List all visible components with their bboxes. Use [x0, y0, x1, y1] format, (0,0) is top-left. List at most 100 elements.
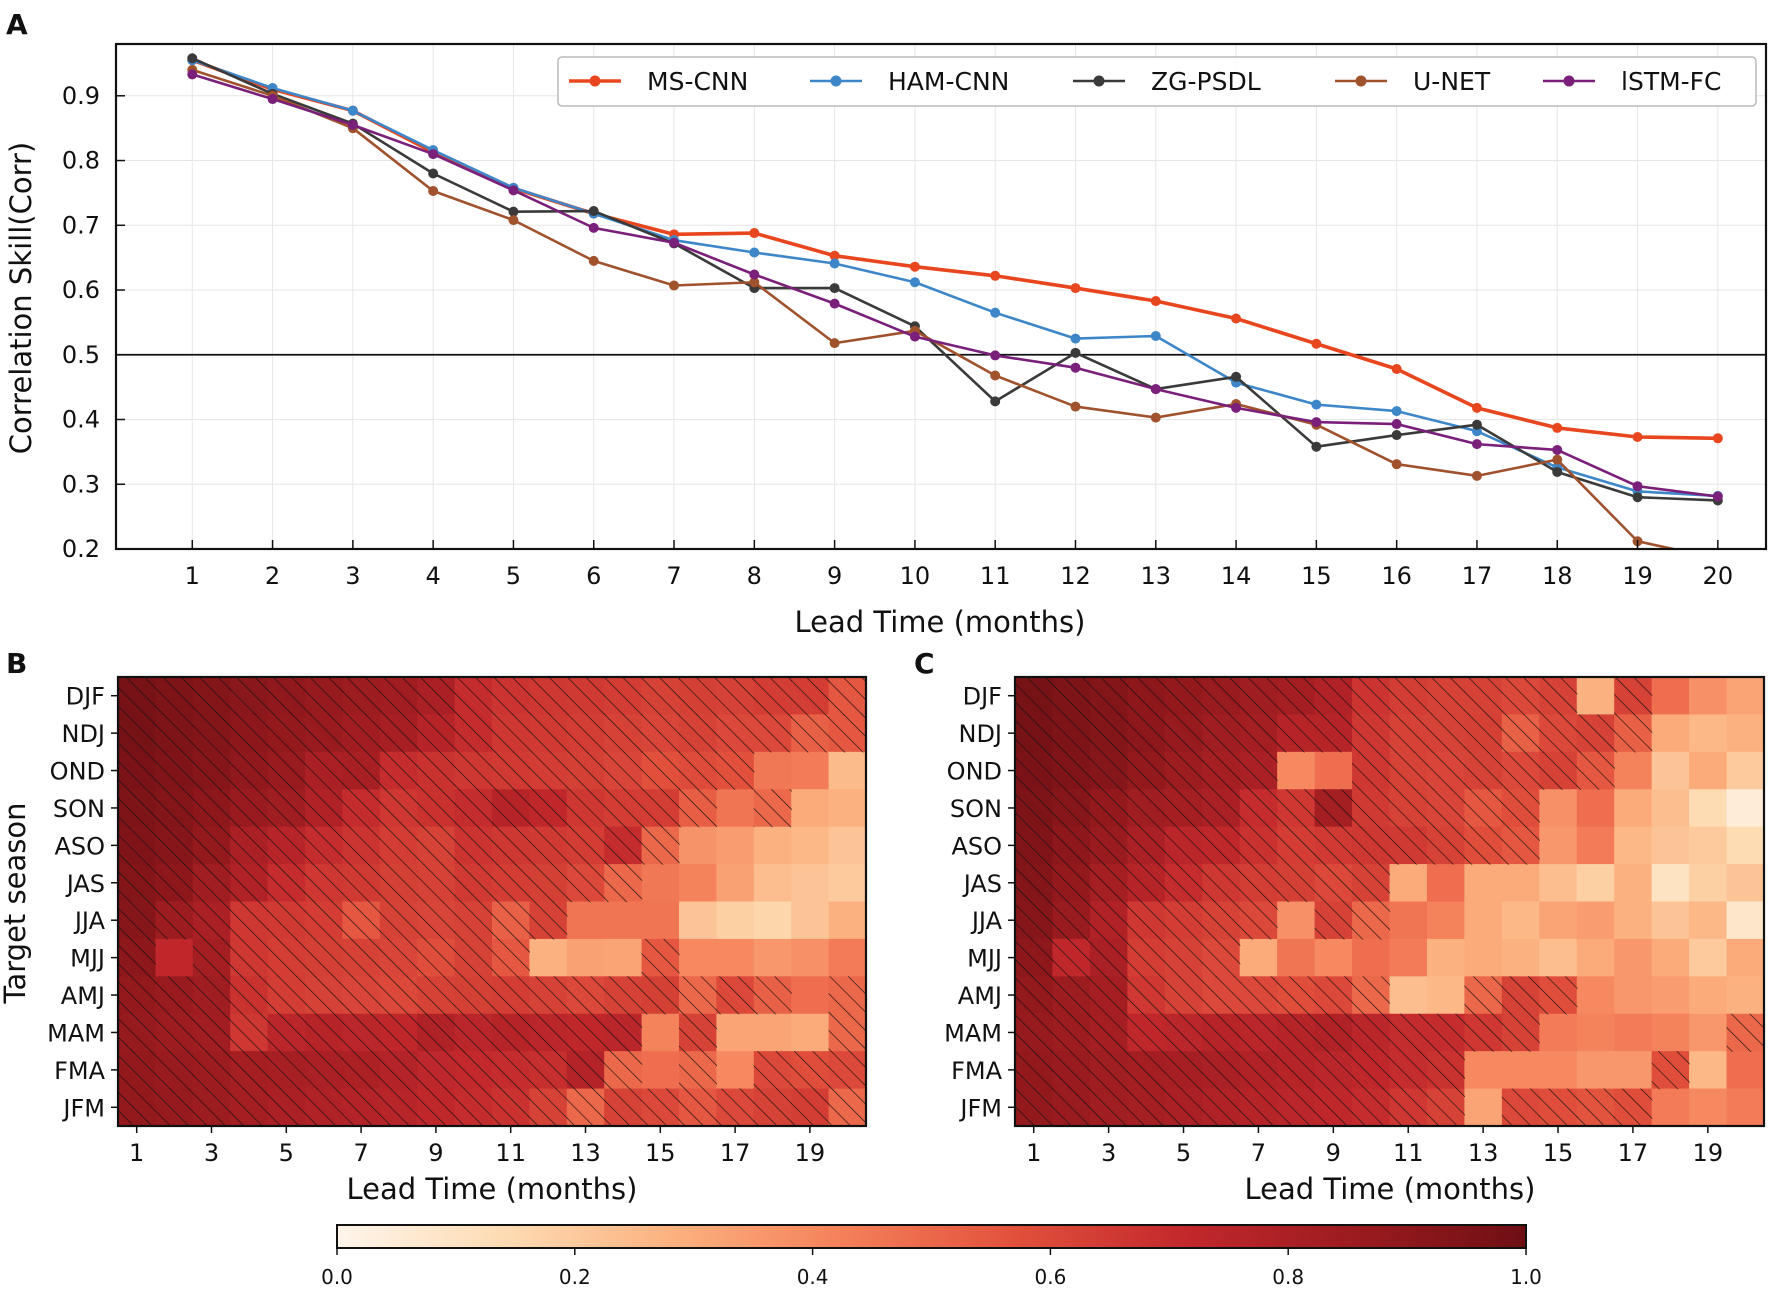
series-line-lstm-fc — [191, 73, 1718, 498]
hatch-mark — [118, 826, 156, 865]
hatch-mark — [118, 976, 156, 1015]
hatch-mark — [1164, 976, 1203, 1015]
hatch-mark — [305, 677, 343, 716]
panel-a-legend: MS-CNN HAM-CNN ZG-PSDL U-NET lSTM-FC — [557, 56, 1757, 107]
hatch-mark — [1277, 714, 1316, 753]
hatch-mark — [1352, 714, 1391, 753]
hatch-mark — [1127, 1051, 1166, 1090]
x-tick-label: 11 — [980, 562, 1011, 590]
data-point-zg-psdl — [1311, 441, 1322, 452]
hatch-mark — [1277, 677, 1316, 716]
hatch-mark — [1389, 1013, 1428, 1052]
panel-b-x-label: Lead Time (months) — [347, 1172, 638, 1206]
heatmap-cell — [791, 938, 830, 977]
hatch-mark — [1501, 751, 1540, 790]
data-point-u-net — [749, 277, 760, 288]
hatch-mark — [641, 1088, 680, 1127]
hatch-mark — [379, 677, 418, 716]
hatch-mark — [1426, 1013, 1465, 1052]
data-point-u-net — [1471, 470, 1482, 481]
hatch-mark — [828, 1088, 867, 1127]
hatch-mark — [454, 677, 493, 716]
data-point-ms-cnn — [1552, 422, 1563, 433]
x-tick-label: 13 — [1468, 1139, 1499, 1167]
heatmap-cell — [1651, 1088, 1690, 1127]
hatch-mark — [417, 938, 456, 977]
hatch-mark — [1089, 789, 1128, 828]
legend-label-zg-psdl: ZG-PSDL — [1151, 67, 1261, 96]
hatch-mark — [1239, 1088, 1278, 1127]
panel-a-frame — [114, 42, 1768, 551]
heatmap-cell — [679, 938, 717, 977]
hatch-mark — [1164, 677, 1203, 716]
hatch-mark — [566, 677, 605, 716]
heatmap-cell — [753, 826, 792, 865]
colorbar-tick-label: 0.2 — [559, 1265, 591, 1289]
heatmap-cell — [1539, 789, 1578, 828]
data-point-zg-psdl — [1632, 492, 1643, 503]
hatch-mark — [118, 1051, 156, 1090]
hatch-mark — [230, 901, 269, 940]
hatch-mark — [192, 1051, 231, 1090]
heatmap-cell — [1539, 1013, 1578, 1052]
panel-b: B DJF NDJ OND SON ASO JAS JJA MJJ AMJ MAM FMA JFM 1… — [0, 647, 868, 1206]
hatch-mark — [1277, 1051, 1316, 1090]
hatch-mark — [1501, 1088, 1540, 1127]
data-point-zg-psdl — [829, 283, 840, 294]
hatch-mark — [118, 677, 156, 716]
heatmap-cell — [1426, 976, 1465, 1015]
hatch-mark — [342, 976, 381, 1015]
x-tick-label: 5 — [1176, 1139, 1191, 1167]
season-label: NDJ — [61, 720, 105, 748]
data-point-ms-cnn — [909, 261, 920, 272]
hatch-mark — [454, 1051, 493, 1090]
hatch-mark — [1464, 826, 1503, 865]
hatch-mark — [1202, 976, 1241, 1015]
panel-a-y-ticks: 0.2 0.3 0.4 0.5 0.6 0.7 0.8 0.9 — [62, 82, 125, 563]
hatch-mark — [1202, 751, 1241, 790]
data-point-ms-cnn — [1150, 296, 1161, 307]
hatch-mark — [566, 751, 605, 790]
hatch-mark — [342, 864, 381, 903]
data-point-lstm-fc — [1150, 384, 1161, 395]
hatch-mark — [155, 864, 194, 903]
hatch-mark — [1164, 1088, 1203, 1127]
heatmap-cell — [1726, 789, 1765, 828]
legend-marker-ham-cnn — [830, 75, 842, 87]
hatch-mark — [1089, 938, 1128, 977]
heatmap-cell — [1426, 864, 1465, 903]
hatch-mark — [342, 677, 381, 716]
x-tick-label: 7 — [666, 562, 681, 590]
hatch-mark — [1164, 1013, 1203, 1052]
hatch-mark — [192, 864, 231, 903]
hatch-mark — [1501, 789, 1540, 828]
data-point-zg-psdl — [1471, 419, 1482, 430]
hatch-mark — [342, 938, 381, 977]
x-tick-label: 1 — [185, 562, 200, 590]
hatch-mark — [118, 864, 156, 903]
hatch-mark — [1202, 938, 1241, 977]
hatch-mark — [604, 1088, 643, 1127]
hatch-mark — [267, 1088, 306, 1127]
data-point-zg-psdl — [990, 396, 1001, 407]
heatmap-cell — [1539, 864, 1578, 903]
hatch-mark — [1576, 1088, 1615, 1127]
hatch-mark — [267, 826, 306, 865]
hatch-mark — [641, 714, 680, 753]
data-point-ham-cnn — [347, 105, 358, 116]
hatch-mark — [192, 751, 231, 790]
hatch-mark — [1239, 1013, 1278, 1052]
heatmap-cell — [566, 938, 605, 977]
data-point-ham-cnn — [990, 307, 1001, 318]
heatmap-cell — [1689, 1051, 1728, 1090]
panel-a-grid — [116, 44, 1766, 550]
series-line-ms-cnn — [191, 58, 1718, 441]
hatch-mark — [1164, 1051, 1203, 1090]
hatch-mark — [604, 1013, 643, 1052]
hatch-mark — [342, 1013, 381, 1052]
season-label: MAM — [944, 1019, 1002, 1047]
hatch-mark — [1202, 714, 1241, 753]
heatmap-cell — [1726, 714, 1765, 753]
data-point-ham-cnn — [829, 258, 840, 269]
